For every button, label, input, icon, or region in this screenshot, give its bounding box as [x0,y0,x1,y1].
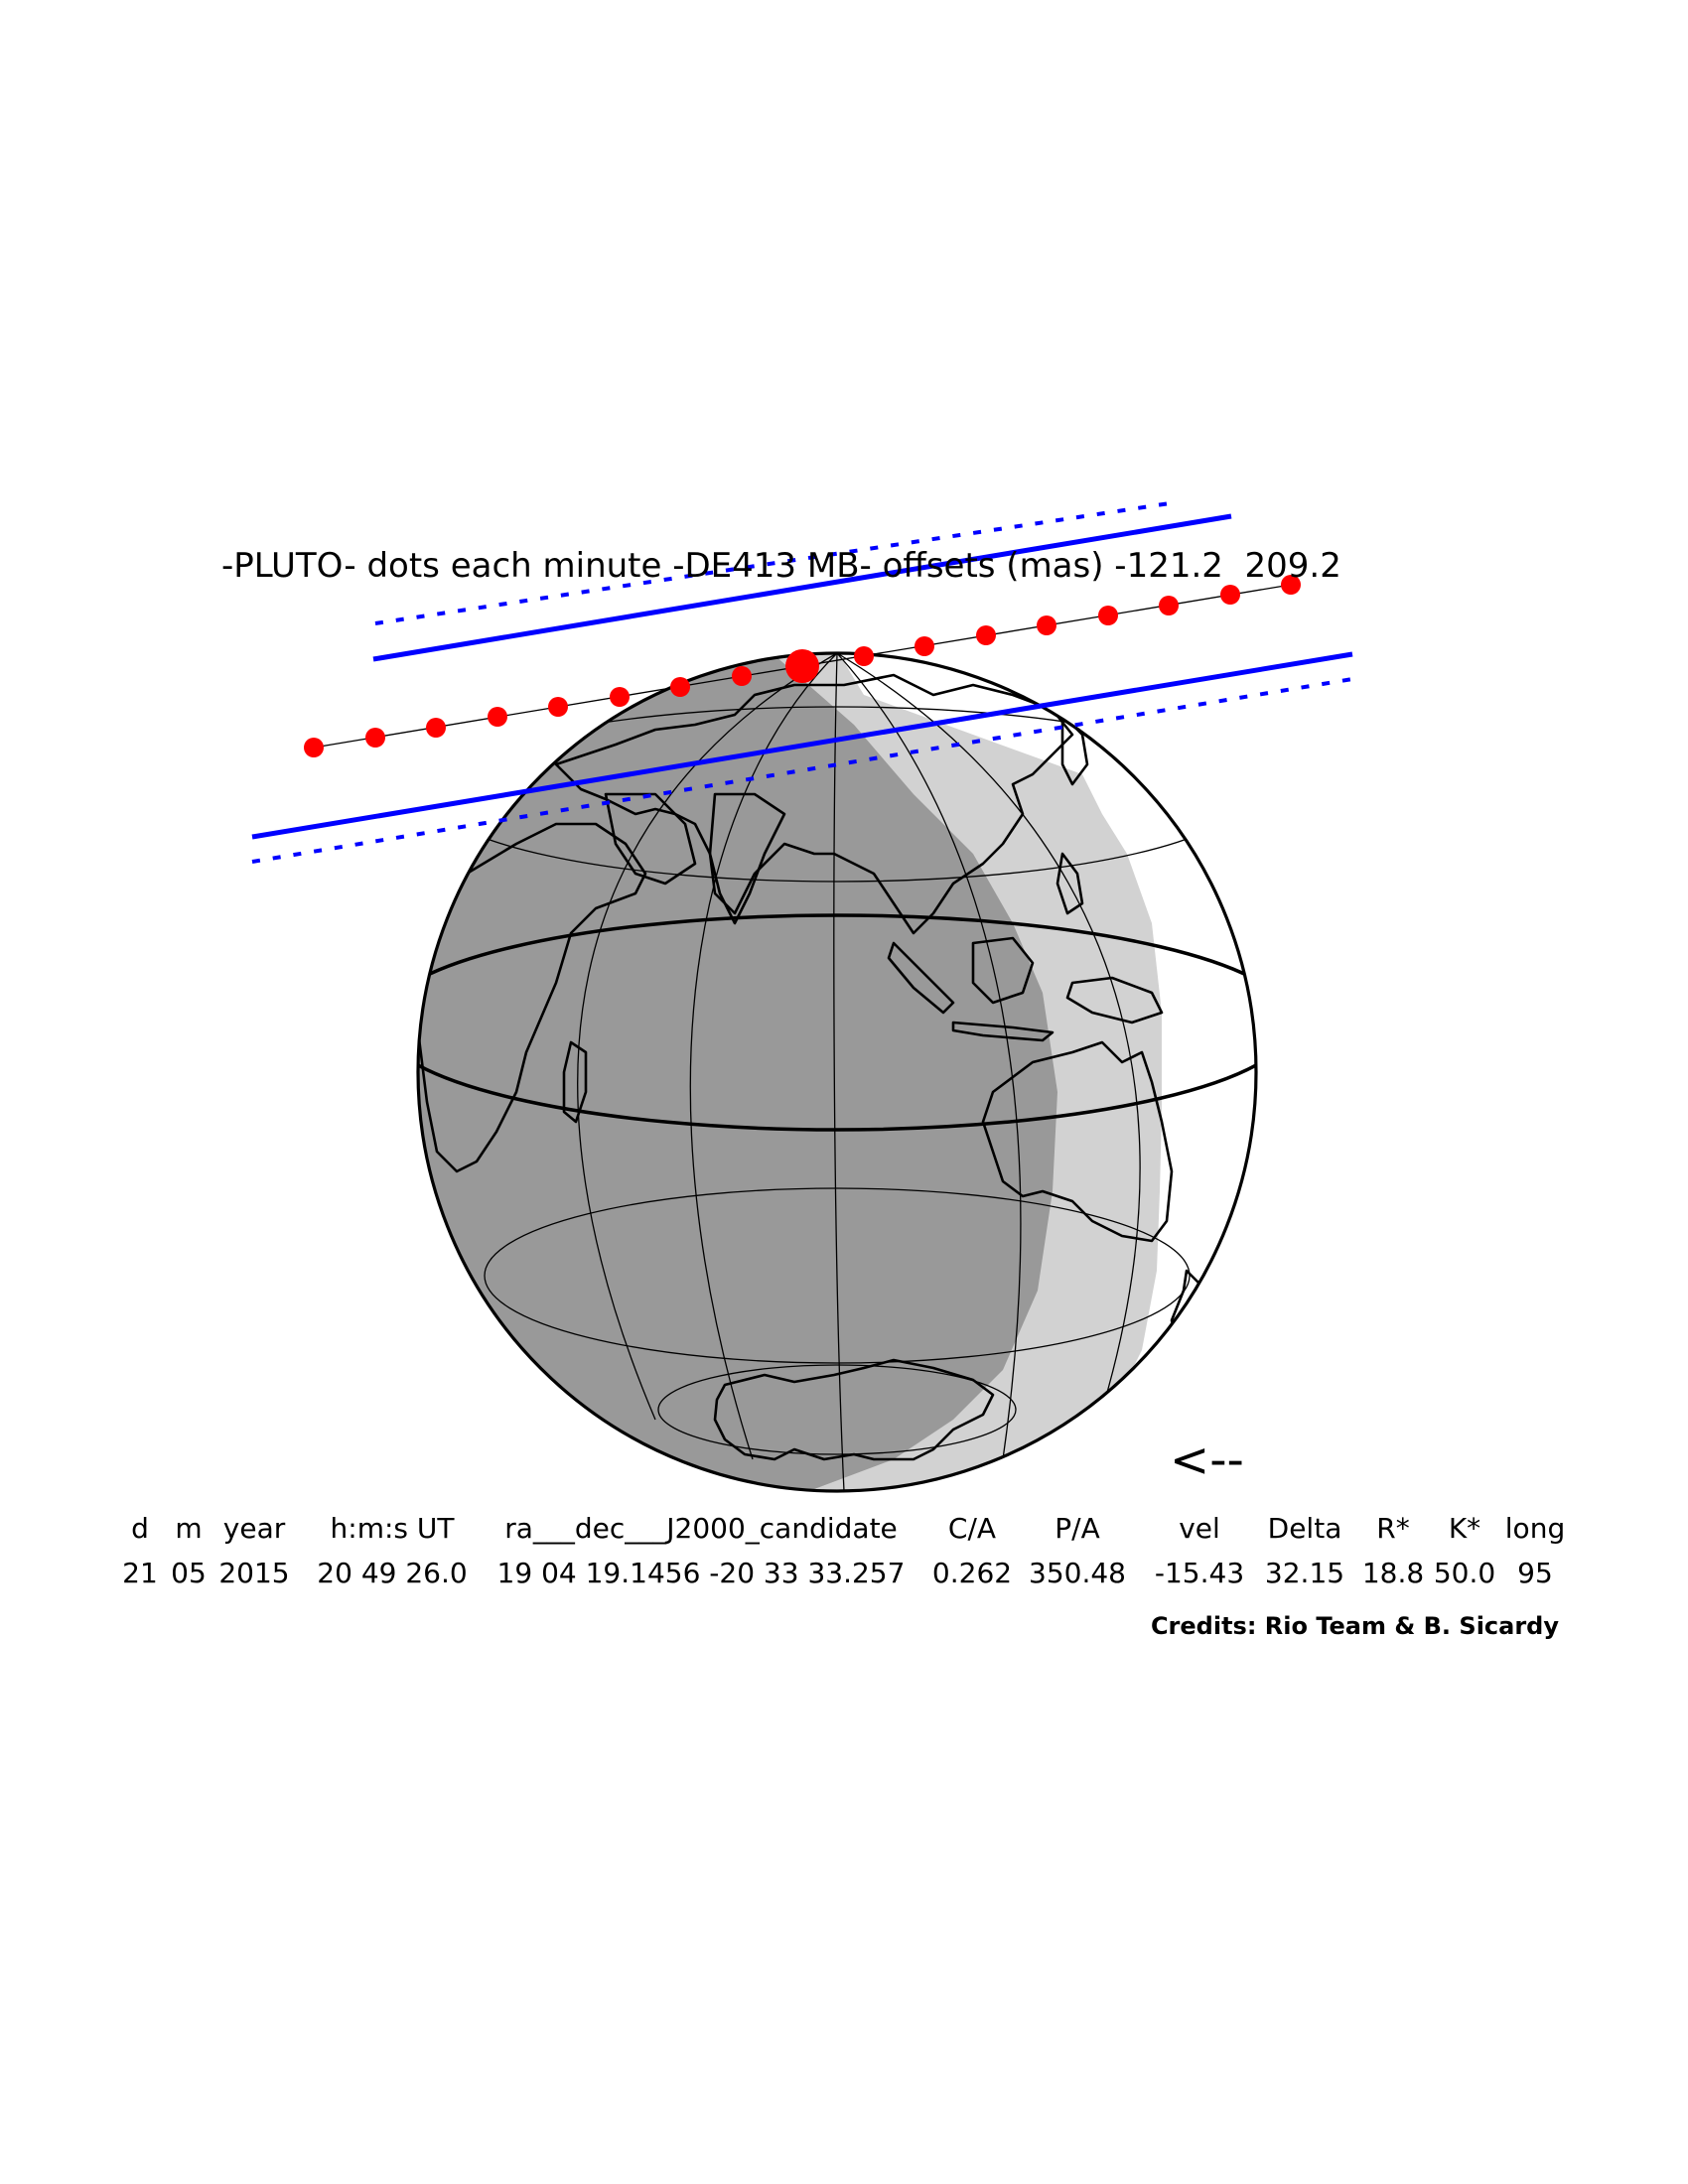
meridian-line [689,653,838,1460]
value-delta: 32.15 [1264,1557,1345,1589]
earth-globe [416,651,1258,1493]
minute-dot [365,728,385,748]
path-limit-north-dotted [374,501,1171,625]
new-guinea-coastline [1065,976,1164,1024]
equator-line [418,913,1256,1132]
australia-coastline [981,1040,1174,1243]
header-time: h:m:s UT [330,1512,455,1545]
minute-dot [732,666,752,686]
value-k-star: 50.0 [1433,1557,1496,1589]
minute-dot [610,687,630,707]
header-d: d [131,1512,149,1545]
minute-dot [854,646,874,666]
minute-dot [1037,615,1056,635]
madagascar-coastline [562,1040,588,1124]
value-ca: 0.262 [931,1557,1013,1589]
header-ca: C/A [947,1512,997,1545]
path-limit-south [251,651,1353,840]
direction-arrow: <-- [1170,1433,1244,1488]
minute-dot [914,636,934,656]
value-m: 05 [171,1557,207,1589]
minute-dots [304,575,1301,757]
antarctica-coastline [713,1358,995,1461]
value-d: 21 [122,1557,158,1589]
india-coastline [708,792,786,925]
value-long: 95 [1517,1557,1553,1589]
minute-dot [304,738,324,757]
value-vel: -15.43 [1154,1557,1245,1589]
value-r-star: 18.8 [1361,1557,1425,1589]
meridian-line [577,653,838,1421]
minute-dot [976,625,996,645]
path-limit-north [372,513,1232,662]
minute-dot [670,677,690,697]
meridian-line [836,653,1022,1460]
header-long: long [1504,1512,1566,1545]
occultation-shadow-path [251,501,1353,864]
header-k-star: K* [1448,1512,1481,1545]
java-coastline [951,1021,1055,1042]
borneo-coastline [971,936,1035,1005]
latitude-line [484,1187,1191,1364]
value-time: 20 49 26.0 [317,1557,468,1589]
sumatra-coastline [887,941,955,1015]
value-coords: 19 04 19.1456 -20 33 33.257 [496,1557,906,1589]
minute-dot [1281,575,1301,595]
plot-title: -PLUTO- dots each minute -DE413 MB- offs… [221,546,1341,586]
header-m: m [175,1512,203,1545]
header-r-star: R* [1376,1512,1410,1545]
header-pa: P/A [1055,1512,1100,1545]
closest-approach-dot [785,649,819,683]
philippines-coastline [1055,852,1084,915]
header-year: year [222,1512,286,1545]
header-vel: vel [1179,1512,1220,1545]
arabia-coastline [604,792,697,886]
minute-dot [548,697,568,717]
minute-dot [426,718,446,738]
globe-outline [416,651,1258,1493]
value-pa: 350.48 [1029,1557,1126,1589]
header-coords: ra___dec___J2000_candidate [504,1512,898,1545]
minute-dot [1159,596,1179,615]
africa-coastline [418,822,647,1173]
latitude-line [657,1364,1017,1455]
coastlines [418,673,1208,1461]
header-delta: Delta [1267,1512,1342,1545]
eurasia-coastline [554,673,1074,935]
minute-dot [488,707,507,727]
minute-dot [1098,606,1118,625]
minute-dot [1220,585,1240,605]
night-zone [418,653,1057,1491]
value-year: 2015 [218,1557,290,1589]
credits: Credits: Rio Team & B. Sicardy [1150,1612,1559,1640]
